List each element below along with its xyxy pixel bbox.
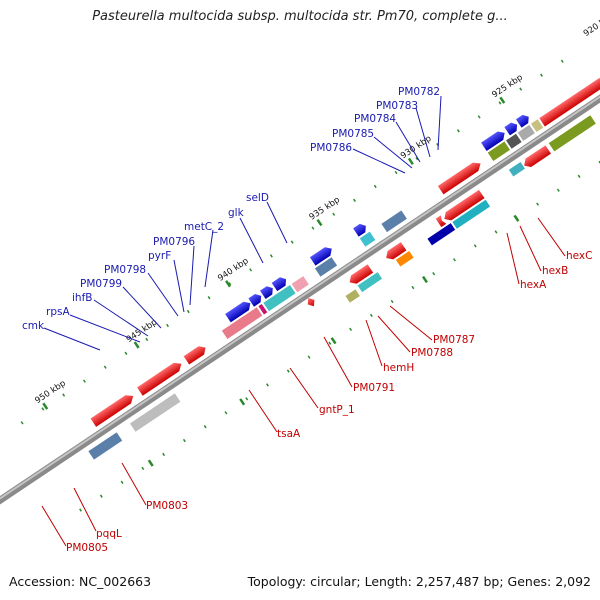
gene-feature[interactable] <box>381 210 407 233</box>
backbone-highlight <box>0 63 600 533</box>
gene-feature[interactable] <box>395 250 414 267</box>
gene-label-hexc[interactable]: hexC <box>566 250 592 262</box>
gene-label-pm0787[interactable]: PM0787 <box>433 334 475 346</box>
gene-label-cmk[interactable]: cmk <box>22 320 45 332</box>
gene-feature[interactable] <box>487 141 510 161</box>
gene-feature[interactable] <box>314 257 338 277</box>
gene-label-glk[interactable]: glk <box>228 207 245 219</box>
accession-text: Accession: NC_002663 <box>9 574 152 589</box>
scale-label: 925 kbp <box>490 73 524 101</box>
gene-label-hemh[interactable]: hemH <box>383 362 414 374</box>
gene-feature[interactable] <box>508 162 525 177</box>
gene-feature[interactable] <box>353 222 369 237</box>
gene-feature[interactable] <box>539 75 600 127</box>
reverse-genes[interactable] <box>86 111 600 469</box>
gene-label-pm0798[interactable]: PM0798 <box>104 264 146 276</box>
label-leaders-bottom <box>41 217 566 547</box>
gene-feature[interactable] <box>183 343 209 365</box>
gene-label-pm0805[interactable]: PM0805 <box>66 542 108 554</box>
gene-label-hexa[interactable]: hexA <box>520 279 547 291</box>
gene-feature[interactable] <box>345 289 360 303</box>
gene-feature[interactable] <box>357 272 383 293</box>
tick-rows <box>20 59 600 512</box>
gene-feature[interactable] <box>481 129 507 151</box>
gene-feature[interactable] <box>427 223 456 246</box>
gene-label-pm0791[interactable]: PM0791 <box>353 382 395 394</box>
scale-label: 940 kbp <box>216 256 250 284</box>
scale-label: 950 kbp <box>33 379 67 407</box>
gene-feature[interactable] <box>437 159 483 195</box>
gene-label-rpsa[interactable]: rpsA <box>46 306 70 318</box>
gene-feature[interactable] <box>129 393 181 432</box>
gene-feature[interactable] <box>359 231 376 247</box>
gene-feature[interactable] <box>309 244 335 266</box>
gene-label-pm0786[interactable]: PM0786 <box>310 142 352 154</box>
forward-genes-row2[interactable] <box>225 113 531 323</box>
topology-summary: Topology: circular; Length: 2,257,487 bp… <box>247 574 591 589</box>
gene-label-pm0803[interactable]: PM0803 <box>146 500 188 512</box>
gene-label-hexb[interactable]: hexB <box>542 265 568 277</box>
gene-feature[interactable] <box>221 307 263 339</box>
gene-label-pm0784[interactable]: PM0784 <box>354 113 396 125</box>
gene-label-pm0783[interactable]: PM0783 <box>376 100 418 112</box>
gene-feature[interactable] <box>383 242 407 262</box>
scale-label: 920 kbp <box>582 11 600 39</box>
gene-feature[interactable] <box>515 113 532 128</box>
gene-feature[interactable] <box>258 303 268 315</box>
gene-feature[interactable] <box>137 360 184 396</box>
gene-feature[interactable] <box>548 115 596 152</box>
gene-feature[interactable] <box>521 145 551 169</box>
scale-label: 935 kbp <box>308 195 342 223</box>
gene-feature[interactable] <box>88 432 123 460</box>
gene-label-ihfb[interactable]: ihfB <box>72 292 92 304</box>
gene-feature[interactable] <box>263 285 296 312</box>
forward-genes[interactable] <box>90 75 600 427</box>
gene-label-pqql[interactable]: pqqL <box>96 528 122 540</box>
gene-feature[interactable] <box>347 264 374 286</box>
gene-label-gntp-1[interactable]: gntP_1 <box>319 404 355 416</box>
scale-label: 945 kbp <box>125 317 159 345</box>
gene-feature[interactable] <box>530 119 544 133</box>
gene-label-pm0788[interactable]: PM0788 <box>411 347 453 359</box>
map-title: Pasteurella multocida subsp. multocida s… <box>92 9 508 24</box>
label-leaders-top <box>43 95 442 351</box>
gene-feature[interactable] <box>504 120 520 136</box>
gene-feature[interactable] <box>435 215 447 228</box>
gene-label-seld[interactable]: selD <box>246 192 269 204</box>
gene-label-pyrf[interactable]: pyrF <box>148 250 171 262</box>
gene-feature[interactable] <box>305 296 317 309</box>
gene-feature[interactable] <box>248 292 264 307</box>
gene-label-tsaa[interactable]: tsaA <box>277 428 301 440</box>
gene-feature[interactable] <box>506 133 522 149</box>
gene-feature[interactable] <box>90 392 136 427</box>
gene-label-pm0785[interactable]: PM0785 <box>332 128 374 140</box>
gene-feature[interactable] <box>517 124 535 141</box>
gene-label-pm0796[interactable]: PM0796 <box>153 236 195 248</box>
gene-feature[interactable] <box>452 199 491 229</box>
gene-feature[interactable] <box>291 276 309 293</box>
gene-label-metc-2[interactable]: metC_2 <box>184 221 224 233</box>
gene-feature[interactable] <box>271 275 289 292</box>
gene-label-pm0799[interactable]: PM0799 <box>80 278 122 290</box>
gene-label-pm0782[interactable]: PM0782 <box>398 86 440 98</box>
gene-feature[interactable] <box>442 189 485 223</box>
gene-feature[interactable] <box>225 299 253 323</box>
gene-feature[interactable] <box>260 284 276 299</box>
